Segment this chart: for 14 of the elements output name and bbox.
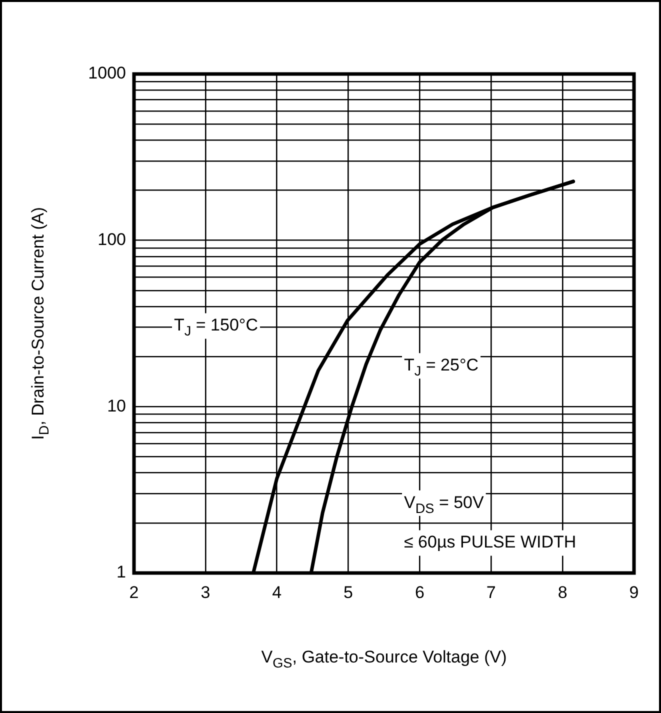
y-axis-title: ID, Drain-to-Source Current (A) xyxy=(28,207,52,440)
y-tick-label: 100 xyxy=(98,230,126,250)
y-tick-label: 1 xyxy=(116,562,126,582)
x-tick-label: 9 xyxy=(629,582,639,602)
y-tick-label: 10 xyxy=(107,396,126,416)
x-tick-label: 6 xyxy=(414,582,424,602)
x-tick-label: 8 xyxy=(558,582,568,602)
x-tick-label: 7 xyxy=(486,582,496,602)
x-tick-label: 3 xyxy=(200,582,210,602)
y-tick-label: 1000 xyxy=(88,64,126,83)
x-tick-label: 2 xyxy=(129,582,139,602)
x-tick-label: 4 xyxy=(272,582,282,602)
annotation: ≤ 60µs PULSE WIDTH xyxy=(404,532,576,552)
x-tick-label: 5 xyxy=(344,582,354,602)
